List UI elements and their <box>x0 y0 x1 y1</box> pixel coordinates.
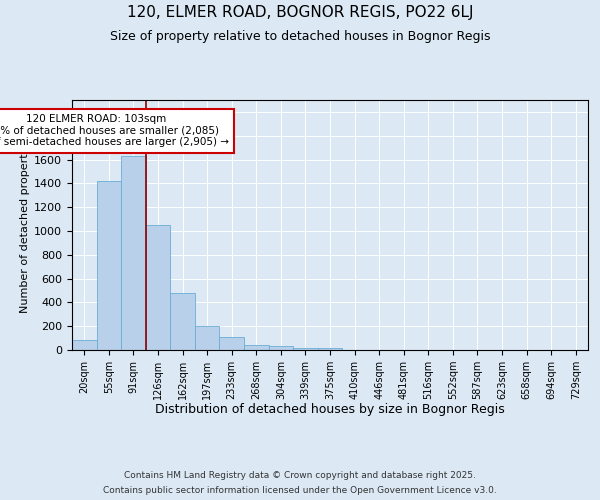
Text: Contains HM Land Registry data © Crown copyright and database right 2025.: Contains HM Land Registry data © Crown c… <box>124 471 476 480</box>
Bar <box>170 293 195 350</box>
Bar <box>318 348 342 350</box>
Text: 120, ELMER ROAD, BOGNOR REGIS, PO22 6LJ: 120, ELMER ROAD, BOGNOR REGIS, PO22 6LJ <box>127 5 473 20</box>
Bar <box>244 345 269 350</box>
Text: 120 ELMER ROAD: 103sqm
← 41% of detached houses are smaller (2,085)
58% of semi-: 120 ELMER ROAD: 103sqm ← 41% of detached… <box>0 114 229 148</box>
Bar <box>195 326 220 350</box>
Bar <box>72 340 97 350</box>
X-axis label: Distribution of detached houses by size in Bognor Regis: Distribution of detached houses by size … <box>155 404 505 416</box>
Y-axis label: Number of detached properties: Number of detached properties <box>20 138 30 312</box>
Bar <box>220 337 244 350</box>
Bar <box>121 156 146 350</box>
Text: Size of property relative to detached houses in Bognor Regis: Size of property relative to detached ho… <box>110 30 490 43</box>
Text: Contains public sector information licensed under the Open Government Licence v3: Contains public sector information licen… <box>103 486 497 495</box>
Bar <box>146 225 170 350</box>
Bar <box>97 181 121 350</box>
Bar <box>269 346 293 350</box>
Bar <box>293 348 318 350</box>
